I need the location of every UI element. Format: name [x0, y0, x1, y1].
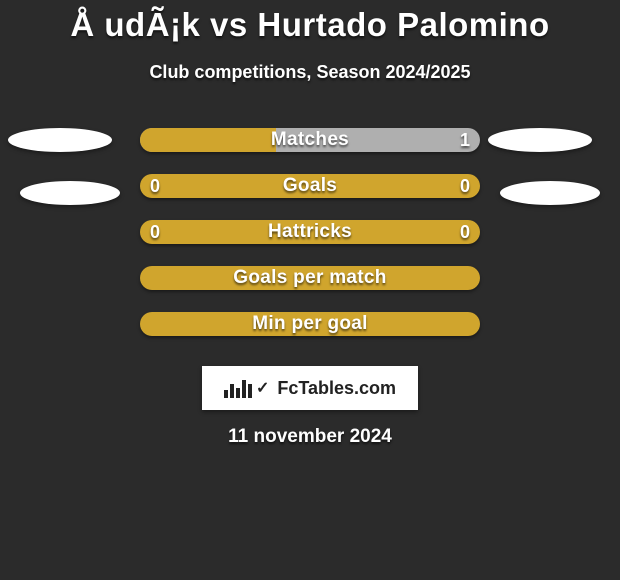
logo-box[interactable]: ✓ FcTables.com — [202, 366, 418, 410]
stat-bar: Goals 0 0 — [140, 174, 480, 198]
stat-value-right: 0 — [460, 220, 470, 244]
bars-chart-icon — [224, 378, 252, 398]
stat-bar: Hattricks 0 0 — [140, 220, 480, 244]
stat-value-right: 1 — [460, 128, 470, 152]
page-title: Å udÃ¡k vs Hurtado Palomino — [0, 0, 620, 44]
stat-bars: Matches 1 Goals 0 0 Hattricks 0 0 Goals per matc… — [140, 128, 480, 336]
stat-bar-label: Goals — [283, 175, 337, 197]
stat-value-left: 0 — [150, 174, 160, 198]
avatar-placeholder — [488, 128, 592, 152]
stat-value-right: 0 — [460, 174, 470, 198]
stat-bar: Matches 1 — [140, 128, 480, 152]
content-area: Matches 1 Goals 0 0 Hattricks 0 0 Goals per matc… — [0, 128, 620, 448]
stat-bar: Min per goal — [140, 312, 480, 336]
avatar-placeholder — [500, 181, 600, 205]
logo-text: FcTables.com — [277, 378, 396, 399]
stat-bar-label: Matches — [271, 129, 349, 151]
check-icon: ✓ — [256, 378, 269, 398]
page-subtitle: Club competitions, Season 2024/2025 — [0, 62, 620, 83]
date-label: 11 november 2024 — [0, 426, 620, 448]
stat-value-left: 0 — [150, 220, 160, 244]
stat-bar-label: Min per goal — [252, 313, 368, 335]
avatar-placeholder — [8, 128, 112, 152]
stat-bar: Goals per match — [140, 266, 480, 290]
stat-bar-label: Goals per match — [233, 267, 386, 289]
stat-bar-label: Hattricks — [268, 221, 352, 243]
avatar-placeholder — [20, 181, 120, 205]
